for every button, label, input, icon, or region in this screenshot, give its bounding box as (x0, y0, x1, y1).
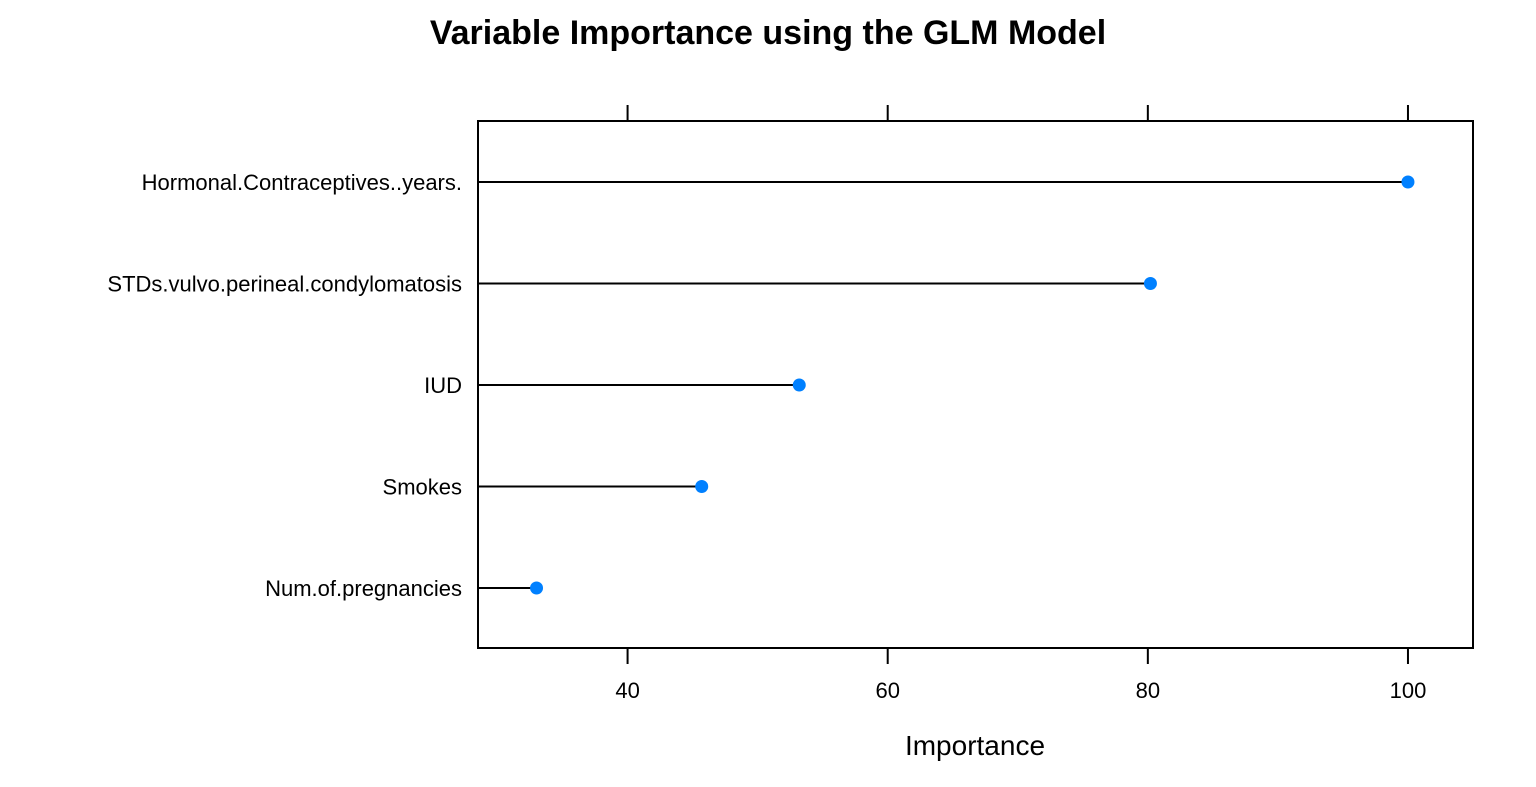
y-tick-label: Num.of.pregnancies (265, 576, 462, 601)
importance-point (530, 581, 544, 595)
y-tick-label: Smokes (383, 475, 462, 500)
chart-title: Variable Importance using the GLM Model (430, 14, 1106, 52)
importance-point (695, 480, 709, 493)
y-tick-labels: Hormonal.Contraceptives..years. STDs.vulv… (107, 170, 462, 601)
x-tick-label: 40 (615, 678, 639, 703)
top-ticks (626, 105, 1409, 121)
x-tick-label: 60 (875, 678, 899, 703)
data-series (478, 175, 1415, 595)
x-tick-label: 100 (1390, 678, 1427, 703)
importance-point (1401, 175, 1415, 189)
x-tick-label: 80 (1136, 678, 1160, 703)
importance-point (1143, 277, 1157, 290)
x-axis-label: Importance (905, 730, 1045, 761)
y-tick-label: STDs.vulvo.perineal.condylomatosis (107, 272, 462, 297)
y-tick-label: Hormonal.Contraceptives..years. (142, 170, 462, 195)
bottom-ticks (626, 648, 1409, 664)
importance-point (792, 378, 806, 392)
x-tick-labels: 40 60 80 100 (615, 678, 1426, 703)
y-tick-label: IUD (424, 373, 462, 398)
